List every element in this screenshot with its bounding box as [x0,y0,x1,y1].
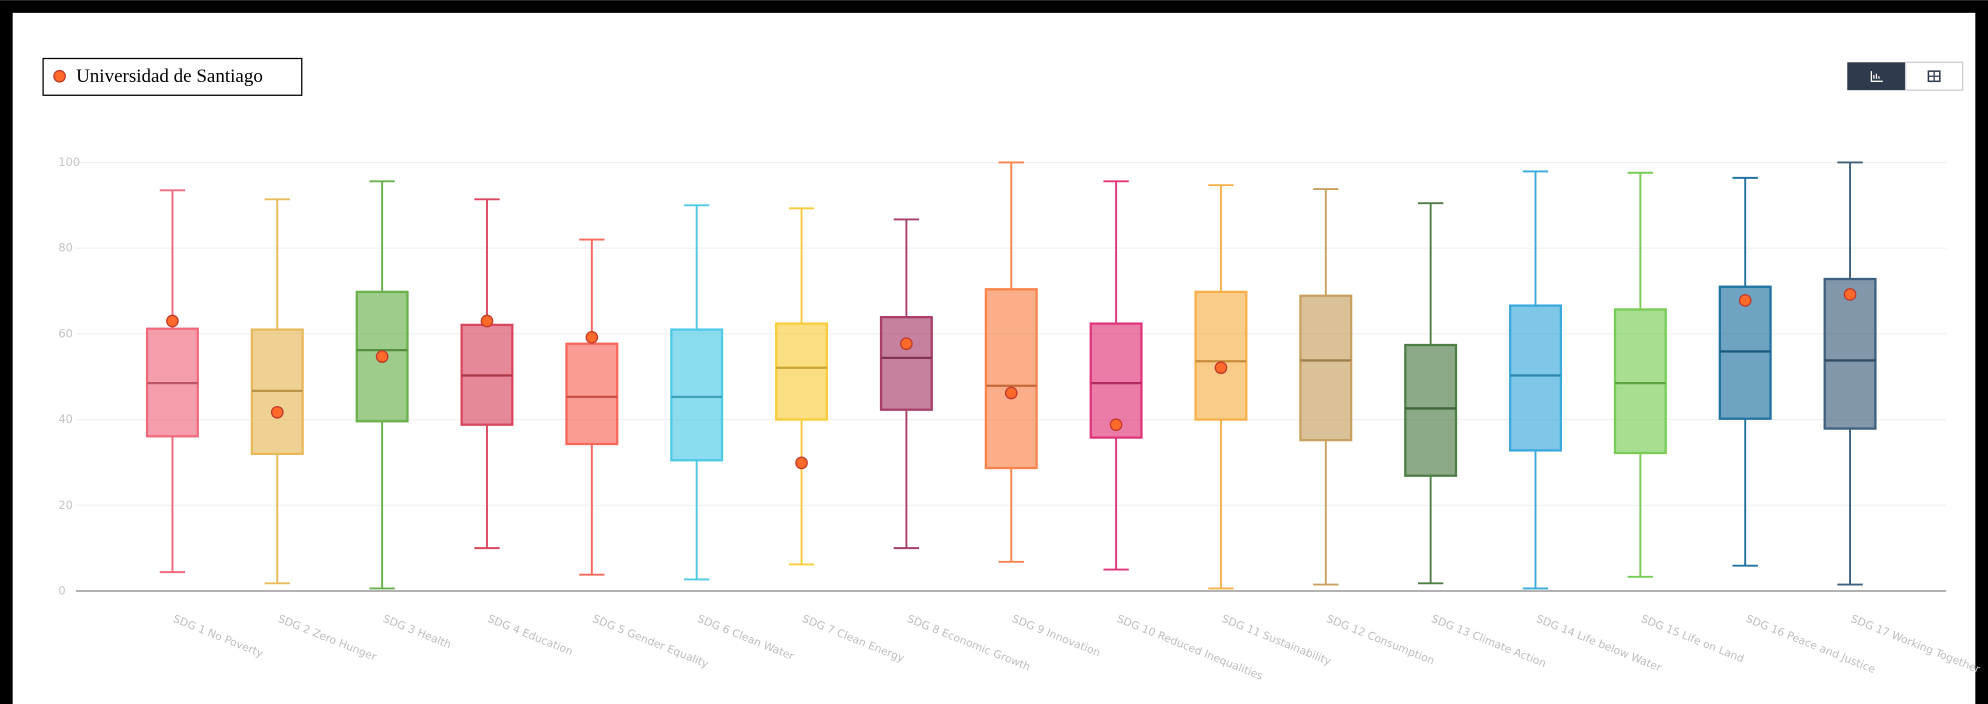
y-tick-label: 0 [58,583,65,597]
box [1718,285,1772,420]
box [1509,304,1562,452]
box [1613,308,1667,455]
legend-label: Universidad de Santiago [76,66,263,87]
institution-point [375,350,389,363]
box [1823,277,1877,430]
y-tick-label: 100 [58,155,80,169]
institution-point [480,314,494,328]
box [879,316,933,411]
box [775,322,829,421]
y-tick-label: 20 [58,498,73,512]
y-tick-label: 80 [58,241,73,255]
box [565,342,619,446]
box [670,328,724,462]
table-icon-lines [1928,71,1940,82]
institution-point [795,456,808,470]
institution-point [1004,386,1018,400]
box [1299,294,1353,442]
y-tick-label: 40 [58,412,73,426]
institution-point [585,330,599,344]
institution-point [270,405,284,419]
institution-point [1843,288,1857,301]
legend-marker [53,69,66,83]
institution-point [1738,294,1752,307]
view-toggle [1847,61,1964,91]
legend: Universidad de Santiago [42,57,303,96]
box [1404,343,1458,477]
institution-point [900,337,913,351]
legend-box [42,57,303,96]
institution-point [1109,418,1123,432]
institution-point [1214,361,1228,375]
box [984,288,1038,470]
y-tick-label: 60 [58,326,73,340]
institution-point [166,314,179,328]
box [1194,290,1248,421]
chart-icon [1870,71,1883,82]
